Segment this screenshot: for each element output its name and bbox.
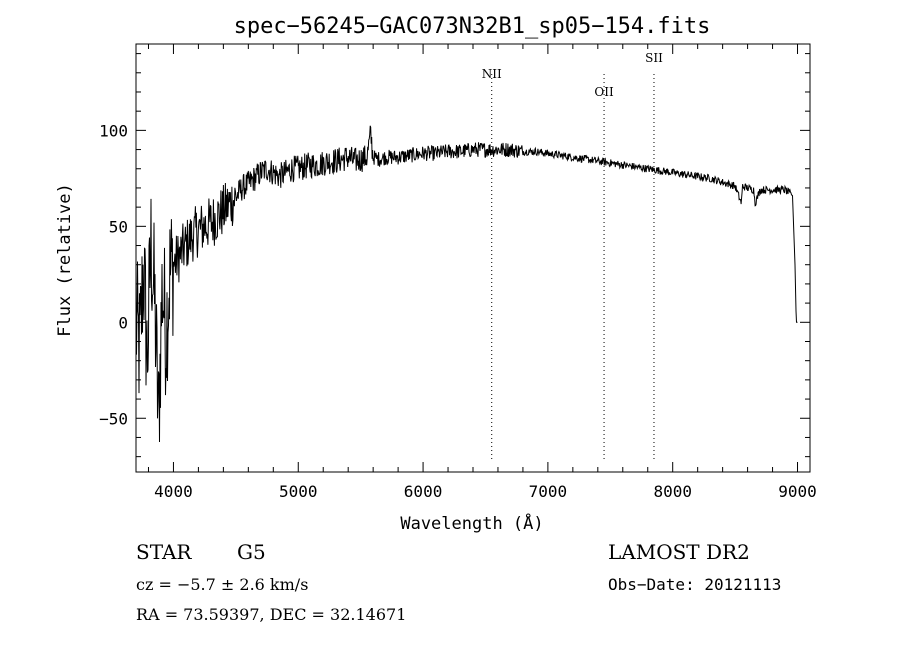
spectral-line-label: SII bbox=[645, 51, 663, 65]
y-axis-label: Flux (relative) bbox=[55, 183, 75, 337]
y-tick-label: −50 bbox=[99, 409, 128, 428]
x-tick-labels: 4000 5000 6000 7000 8000 9000 bbox=[154, 482, 817, 501]
redshift-label: cz = −5.7 ± 2.6 km/s bbox=[136, 575, 308, 594]
y-tick-label: 100 bbox=[99, 121, 128, 140]
y-tick-label: 0 bbox=[118, 313, 128, 332]
x-tick-label: 5000 bbox=[279, 482, 318, 501]
axis-ticks bbox=[136, 44, 810, 472]
chart-title: spec−56245−GAC073N32B1_sp05−154.fits bbox=[234, 14, 711, 39]
survey-label: LAMOST DR2 bbox=[608, 540, 750, 564]
spectral-line-label: NII bbox=[482, 67, 502, 81]
coordinates-label: RA = 73.59397, DEC = 32.14671 bbox=[136, 605, 406, 624]
spectrum-series-line bbox=[135, 125, 798, 443]
x-tick-label: 6000 bbox=[404, 482, 443, 501]
object-type-label: STAR bbox=[136, 540, 192, 564]
x-tick-label: 7000 bbox=[529, 482, 568, 501]
x-tick-label: 8000 bbox=[653, 482, 692, 501]
x-tick-label: 9000 bbox=[778, 482, 817, 501]
obs-date-label: Obs−Date: 20121113 bbox=[608, 575, 781, 594]
subclass-label: G5 bbox=[237, 540, 266, 564]
y-tick-labels: −50 0 50 100 bbox=[99, 121, 128, 428]
x-axis-label: Wavelength (Å) bbox=[400, 512, 543, 534]
plot-frame bbox=[135, 43, 811, 473]
y-tick-label: 50 bbox=[109, 217, 128, 236]
spectral-line-label: OII bbox=[594, 85, 614, 99]
spectral-line-markers: NII OII SII bbox=[482, 51, 663, 462]
x-tick-label: 4000 bbox=[154, 482, 193, 501]
